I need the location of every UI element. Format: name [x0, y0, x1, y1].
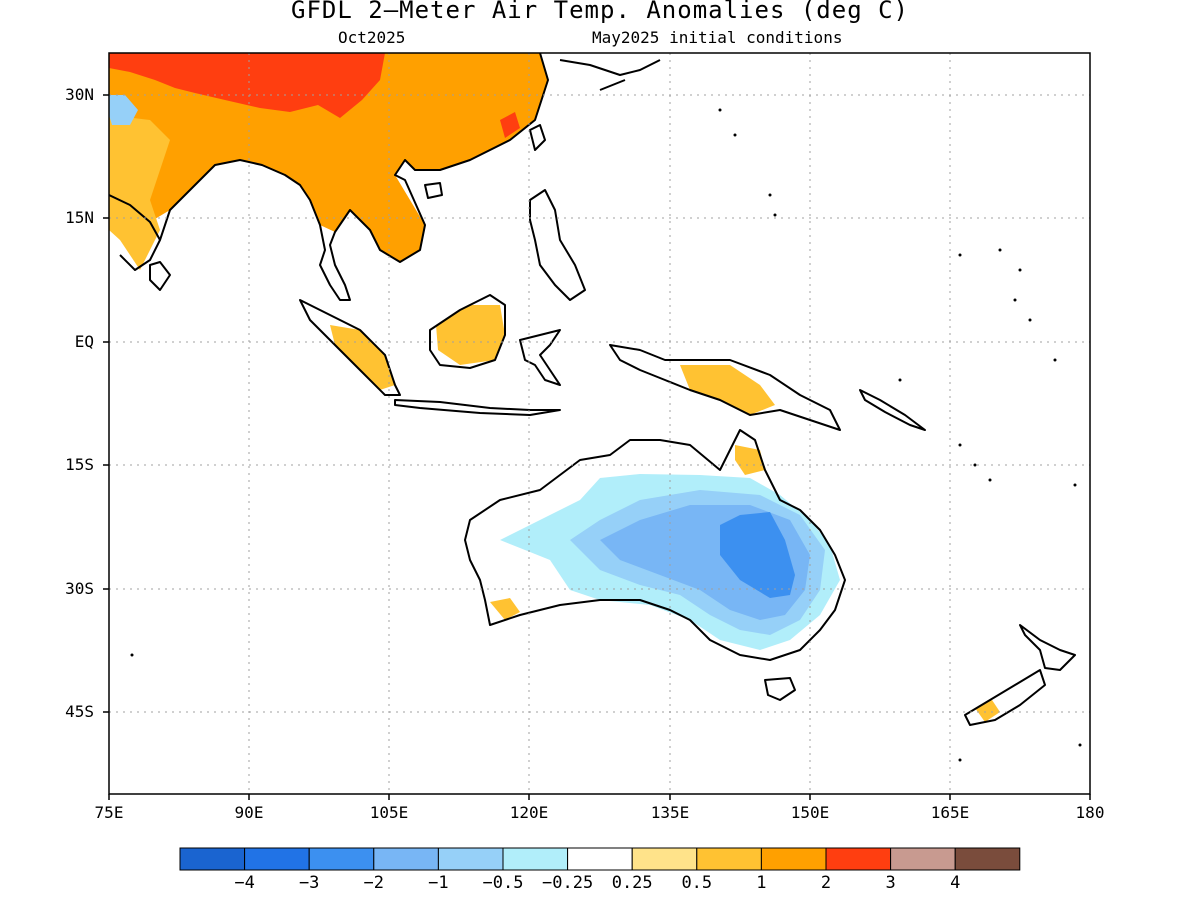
colorbar [179, 847, 1021, 871]
warm-field-waust [490, 598, 520, 620]
warm-field-cyork [735, 445, 765, 475]
lon-label-75e: 75E [94, 803, 124, 822]
warm-field-kalimantan [436, 305, 505, 365]
colorbar-swatch [696, 847, 762, 871]
warm-field-sumatra [330, 325, 395, 390]
cool-patch-himalaya [109, 95, 138, 125]
colorbar-tick-label: 1 [756, 873, 767, 893]
lon-label-120e: 120E [509, 803, 549, 822]
colorbar-tick-label: 0.25 [611, 873, 653, 893]
colorbar-tick-label: −1 [428, 873, 449, 893]
lat-label-30n: 30N [65, 85, 94, 104]
coast-nz-north [1019, 624, 1076, 671]
coast-tasmania [764, 677, 796, 701]
colorbar-swatch [954, 847, 1021, 871]
initial-conditions: May2025 initial conditions [592, 28, 843, 47]
coast-sulawesi [519, 329, 561, 386]
hot-spot-coast [500, 112, 520, 138]
gridlines [109, 53, 1090, 794]
valid-month: Oct2025 [338, 28, 406, 47]
colorbar-swatch [502, 847, 569, 871]
coast-newguinea [609, 344, 841, 431]
lon-label-90e: 90E [234, 803, 264, 822]
cold-field-core [720, 512, 795, 598]
lon-label-180: 180 [1075, 803, 1105, 822]
colorbar-swatch [308, 847, 375, 871]
shaded-cold-australia [500, 474, 840, 650]
colorbar-swatch [825, 847, 892, 871]
colorbar-tick-label: −4 [234, 873, 255, 893]
colorbar-swatch [437, 847, 504, 871]
map-title: GFDL 2—Meter Air Temp. Anomalies (deg C) [291, 0, 909, 24]
coast-java [394, 399, 561, 416]
coast-japan [559, 59, 661, 91]
lat-label-30s: 30S [65, 579, 94, 598]
coast-borneo [429, 294, 506, 369]
shaded-warm-asia [109, 53, 1000, 722]
colorbar-tick-label: −3 [298, 873, 320, 893]
colorbar-tick-label: 2 [820, 873, 832, 893]
colorbar-tick-label: 4 [950, 873, 961, 893]
colorbar-tick-label: 3 [885, 873, 896, 893]
warm-field-asia [109, 53, 548, 262]
islands-pacific [130, 108, 1082, 762]
colorbar-tick-label: 0.5 [681, 873, 713, 893]
hot-field-tibet [109, 53, 385, 118]
coast-srilanka [149, 261, 171, 291]
warm-field-newguinea [680, 365, 775, 415]
coastlines [109, 53, 1076, 726]
lon-label-135e: 135E [650, 803, 690, 822]
colorbar-swatch [567, 847, 633, 871]
coast-taiwan [529, 124, 546, 151]
colorbar-tick-label: −0.5 [482, 873, 524, 893]
coast-australia [464, 429, 846, 661]
lon-label-105e: 105E [369, 803, 409, 822]
coast-asia-mainland [109, 53, 549, 301]
colorbar-swatch [179, 847, 246, 871]
lat-label-eq: EQ [74, 332, 94, 351]
coast-hainan [424, 182, 443, 199]
colorbar-swatch [890, 847, 956, 871]
lat-label-15n: 15N [65, 208, 94, 227]
colorbar-tick-label: −2 [363, 873, 385, 893]
colorbar-tick-label: −0.25 [542, 873, 594, 893]
lat-label-15s: 15S [65, 455, 94, 474]
colorbar-swatch [760, 847, 827, 871]
coast-philippines [529, 189, 586, 301]
colorbar-swatch [631, 847, 698, 871]
lon-label-150e: 150E [790, 803, 830, 822]
coast-nz-south [964, 669, 1046, 726]
colorbar-swatch [373, 847, 439, 871]
colorbar-swatch [244, 847, 310, 871]
axis-ticks [103, 94, 1091, 800]
lat-label-45s: 45S [65, 702, 94, 721]
plot-frame [108, 52, 1091, 795]
coast-solomons [859, 389, 926, 431]
coast-sumatra [299, 299, 401, 396]
lon-label-165e: 165E [930, 803, 970, 822]
